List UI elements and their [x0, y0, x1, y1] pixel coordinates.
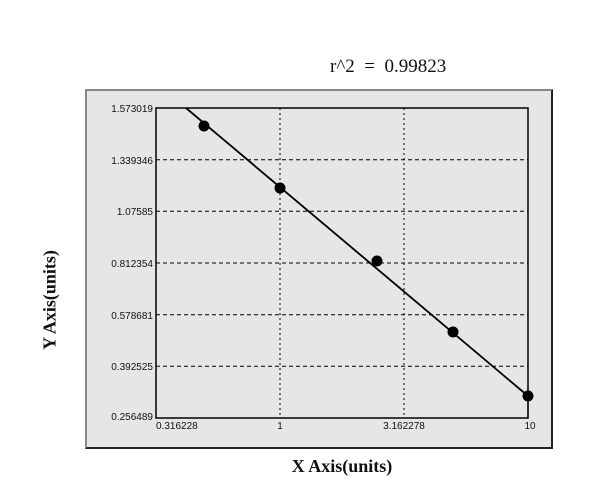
- y-tick: 0.812354: [111, 259, 153, 270]
- y-tick: 1.07585: [117, 207, 154, 218]
- x-axis-label: X Axis(units): [291, 456, 393, 476]
- data-points: [198, 120, 534, 402]
- x-tick: 10: [524, 421, 536, 432]
- data-point: [198, 120, 210, 132]
- chart-title-r-squared: r^2 = 0.99823: [330, 56, 447, 77]
- data-point: [447, 326, 459, 338]
- y-axis-label: Y Axis(units): [39, 250, 60, 350]
- y-tick-labels: 1.573019 1.339346 1.07585 0.812354 0.578…: [111, 104, 153, 423]
- data-point: [274, 182, 286, 194]
- data-point: [371, 255, 383, 267]
- y-tick: 0.392525: [111, 362, 153, 373]
- data-point: [522, 390, 534, 402]
- x-tick: 1: [277, 421, 283, 432]
- fit-line: [185, 107, 529, 397]
- y-tick: 1.339346: [111, 156, 153, 167]
- vertical-gridlines: [279, 108, 405, 418]
- y-tick: 1.573019: [111, 104, 153, 115]
- x-tick: 3.162278: [383, 421, 425, 432]
- y-tick: 0.256489: [111, 412, 153, 423]
- x-tick-labels: 0.316228 1 3.162278 10: [156, 421, 536, 432]
- x-tick: 0.316228: [156, 421, 198, 432]
- y-tick: 0.578681: [111, 311, 153, 322]
- horizontal-gridlines: [156, 159, 528, 367]
